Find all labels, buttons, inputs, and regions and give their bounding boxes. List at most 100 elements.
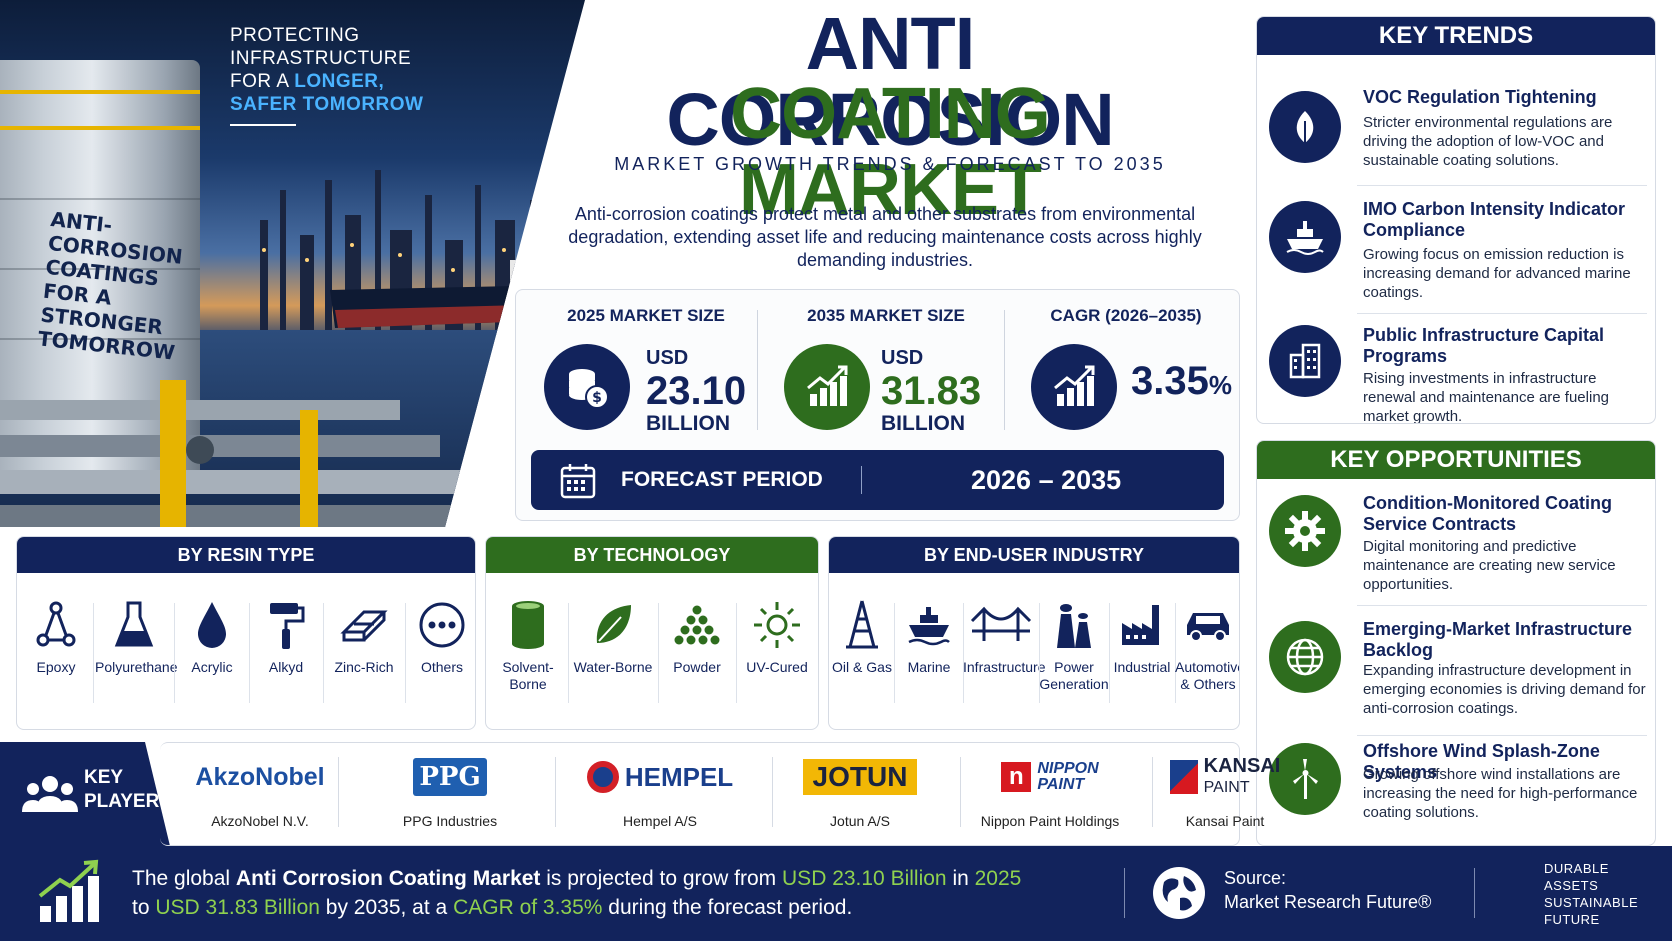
segment-resin-header: BY RESIN TYPE	[17, 537, 475, 573]
enduser-industrial: Industrial	[1109, 597, 1175, 707]
globe-icon	[1153, 867, 1205, 919]
player-name: Nippon Paint Holdings	[980, 813, 1120, 829]
enduser-automotive: Automotive & Others	[1175, 597, 1240, 707]
power-plant-icon	[1057, 604, 1091, 648]
trend-desc: Growing focus on emission reduction is i…	[1363, 246, 1631, 301]
enduser-label: Industrial	[1113, 659, 1171, 675]
resin-epoxy: Epoxy	[21, 597, 91, 707]
tech-water-borne: Water-Borne	[570, 597, 656, 707]
tech-label: UV-Cured	[746, 659, 808, 675]
hempel-logo: HEMPEL	[565, 753, 755, 801]
resin-polyurethane: Polyurethane	[95, 597, 178, 707]
stat-2025: 2025 MARKET SIZE $ USD 23.10 BILLION	[526, 298, 756, 435]
flask-icon	[114, 601, 154, 647]
opportunity-title: Emerging-Market Infrastructure Backlog	[1363, 619, 1633, 660]
stat-2035: 2035 MARKET SIZE USD 31.83 BILLION	[766, 298, 1006, 435]
trend-title: Public Infrastructure Capital Programs	[1363, 325, 1605, 366]
molecule-icon	[36, 601, 76, 647]
enduser-label: Automotive & Others	[1175, 659, 1240, 692]
growth-chart-icon	[784, 344, 870, 430]
trend-item: VOC Regulation Tightening Stricter envir…	[1257, 55, 1655, 186]
opportunity-desc: Expanding infrastructure development in …	[1363, 662, 1646, 717]
stat-cagr-percent: %	[1208, 370, 1232, 400]
stat-cagr: CAGR (2026–2035) 3.35%	[1011, 298, 1241, 430]
users-icon	[22, 776, 78, 812]
opportunity-title: Offshore Wind Splash-Zone Systems	[1363, 741, 1600, 782]
player-ppg: PPG PPG Industries	[360, 753, 540, 843]
coins-icon: $	[544, 344, 630, 430]
player-jotun: JOTUN Jotun A/S	[770, 753, 950, 843]
cagr-chart-icon	[1031, 344, 1117, 430]
wind-turbine-icon	[1269, 743, 1341, 815]
more-icon	[419, 602, 465, 648]
sun-icon	[754, 602, 800, 648]
enduser-label: Power Generation	[1039, 659, 1109, 692]
source-label: Source:	[1224, 868, 1287, 888]
player-hempel: HEMPEL Hempel A/S	[565, 753, 755, 843]
calendar-icon	[560, 464, 596, 499]
key-trends-panel: KEY TRENDS VOC Regulation Tightening Str…	[1256, 16, 1656, 424]
trend-item: Public Infrastructure Capital Programs R…	[1257, 313, 1655, 424]
hero-tagline: PROTECTING INFRASTRUCTURE FOR A LONGER, …	[230, 24, 423, 126]
steel-beam-icon	[340, 610, 388, 642]
player-name: PPG Industries	[402, 813, 498, 829]
gear-icon	[1269, 495, 1341, 567]
car-icon	[1187, 613, 1229, 642]
resin-acrylic: Acrylic	[177, 597, 247, 707]
jotun-logo: JOTUN	[770, 753, 950, 801]
player-akzonobel: AkzoNobel AkzoNobel N.V.	[170, 753, 350, 843]
bridge-icon	[970, 606, 1032, 641]
opportunity-item: Emerging-Market Infrastructure Backlog E…	[1257, 607, 1655, 736]
ppg-logo: PPG	[360, 753, 540, 801]
forecast-period-bar: FORECAST PERIOD 2026 – 2035	[531, 450, 1224, 510]
tech-label: Solvent- Borne	[502, 659, 554, 692]
akzonobel-logo: AkzoNobel	[195, 762, 325, 791]
ship-icon	[908, 607, 950, 646]
stat-2035-label: 2035 MARKET SIZE	[807, 306, 965, 325]
resin-label: Others	[420, 659, 463, 675]
stat-2035-value: 31.83	[881, 369, 982, 413]
player-kansai: KANSAI PAINT Kansai Paint	[1150, 753, 1300, 843]
key-players-label: PLAYERS	[84, 791, 172, 812]
enduser-label: Marine	[907, 659, 951, 675]
leaf-icon	[596, 605, 631, 643]
enduser-label: Oil & Gas	[832, 659, 892, 675]
building-icon	[1269, 325, 1341, 397]
trend-item: IMO Carbon Intensity Indicator Complianc…	[1257, 185, 1655, 314]
tech-label: Powder	[673, 659, 721, 675]
footer-bar: The global Anti Corrosion Coating Market…	[0, 846, 1672, 941]
hero-image: ANTI-CORROSION COATINGS FOR A STRONGER TOM…	[0, 0, 585, 527]
resin-label: Zinc-Rich	[334, 659, 394, 675]
trend-title: VOC Regulation Tightening	[1363, 87, 1597, 107]
resin-label: Acrylic	[191, 659, 233, 675]
leaf-icon	[1269, 91, 1341, 163]
key-players-list: AkzoNobel AkzoNobel N.V. PPG PPG Industr…	[160, 742, 1280, 846]
ship-icon	[1269, 201, 1341, 273]
oil-rig-icon	[846, 600, 878, 649]
page-description: Anti-corrosion coatings protect metal an…	[568, 204, 1202, 270]
pipeline-rack	[0, 380, 520, 527]
stat-2025-label: 2025 MARKET SIZE	[567, 306, 725, 325]
resin-others: Others	[409, 597, 475, 707]
trend-desc: Rising investments in infrastructure ren…	[1363, 370, 1609, 424]
segment-end-user: BY END-USER INDUSTRY Oil & Gas Marine In…	[828, 536, 1240, 730]
svg-text:$: $	[592, 390, 602, 406]
stat-cagr-label: CAGR (2026–2035)	[1050, 306, 1202, 325]
stat-cagr-value: 3.35	[1131, 359, 1209, 403]
player-name: Jotun A/S	[830, 813, 890, 829]
powder-pile-icon	[674, 605, 720, 645]
page-title-line1: ANTI CORROSION	[666, 2, 1114, 161]
player-name: Hempel A/S	[623, 813, 697, 829]
key-players-section: KEY PLAYERS AkzoNobel AkzoNobel N.V. PPG …	[0, 742, 1280, 846]
resin-label: Polyurethane	[95, 659, 178, 675]
key-trends-header: KEY TRENDS	[1257, 17, 1655, 55]
resin-zinc-rich: Zinc-Rich	[325, 597, 403, 707]
page-subtitle: MARKET GROWTH TRENDS & FORECAST TO 2035	[614, 154, 1166, 174]
key-players-label: KEY	[84, 767, 124, 788]
player-nippon: n NIPPON PAINT Nippon Paint Holdings	[960, 753, 1140, 843]
tech-uv-cured: UV-Cured	[738, 597, 816, 707]
enduser-oil-gas: Oil & Gas	[831, 597, 893, 707]
opportunity-title: Condition-Monitored Coating Service Cont…	[1363, 493, 1612, 534]
tech-powder: Powder	[660, 597, 734, 707]
enduser-label: Infrastructure	[963, 659, 1046, 675]
